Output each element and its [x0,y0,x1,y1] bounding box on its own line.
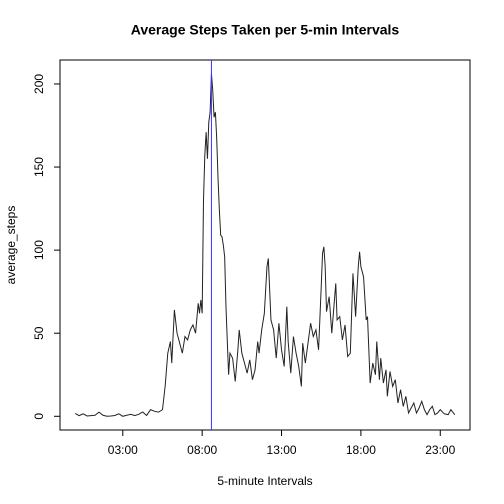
y-axis-label: average_steps [4,206,18,285]
chart-title: Average Steps Taken per 5-min Intervals [131,22,400,38]
y-tick-label: 200 [32,74,46,94]
x-tick-label: 18:00 [346,443,376,457]
plot-frame [59,59,471,431]
x-axis-label: 5-minute Intervals [217,474,312,488]
y-tick-label: 0 [32,413,46,420]
y-tick-label: 100 [32,240,46,260]
x-tick-label: 03:00 [108,443,138,457]
x-tick-label: 23:00 [425,443,455,457]
x-tick-label: 13:00 [267,443,297,457]
y-tick-label: 50 [32,326,46,340]
x-tick-label: 08:00 [187,443,217,457]
y-tick-label: 150 [32,157,46,177]
data-line [74,73,456,417]
